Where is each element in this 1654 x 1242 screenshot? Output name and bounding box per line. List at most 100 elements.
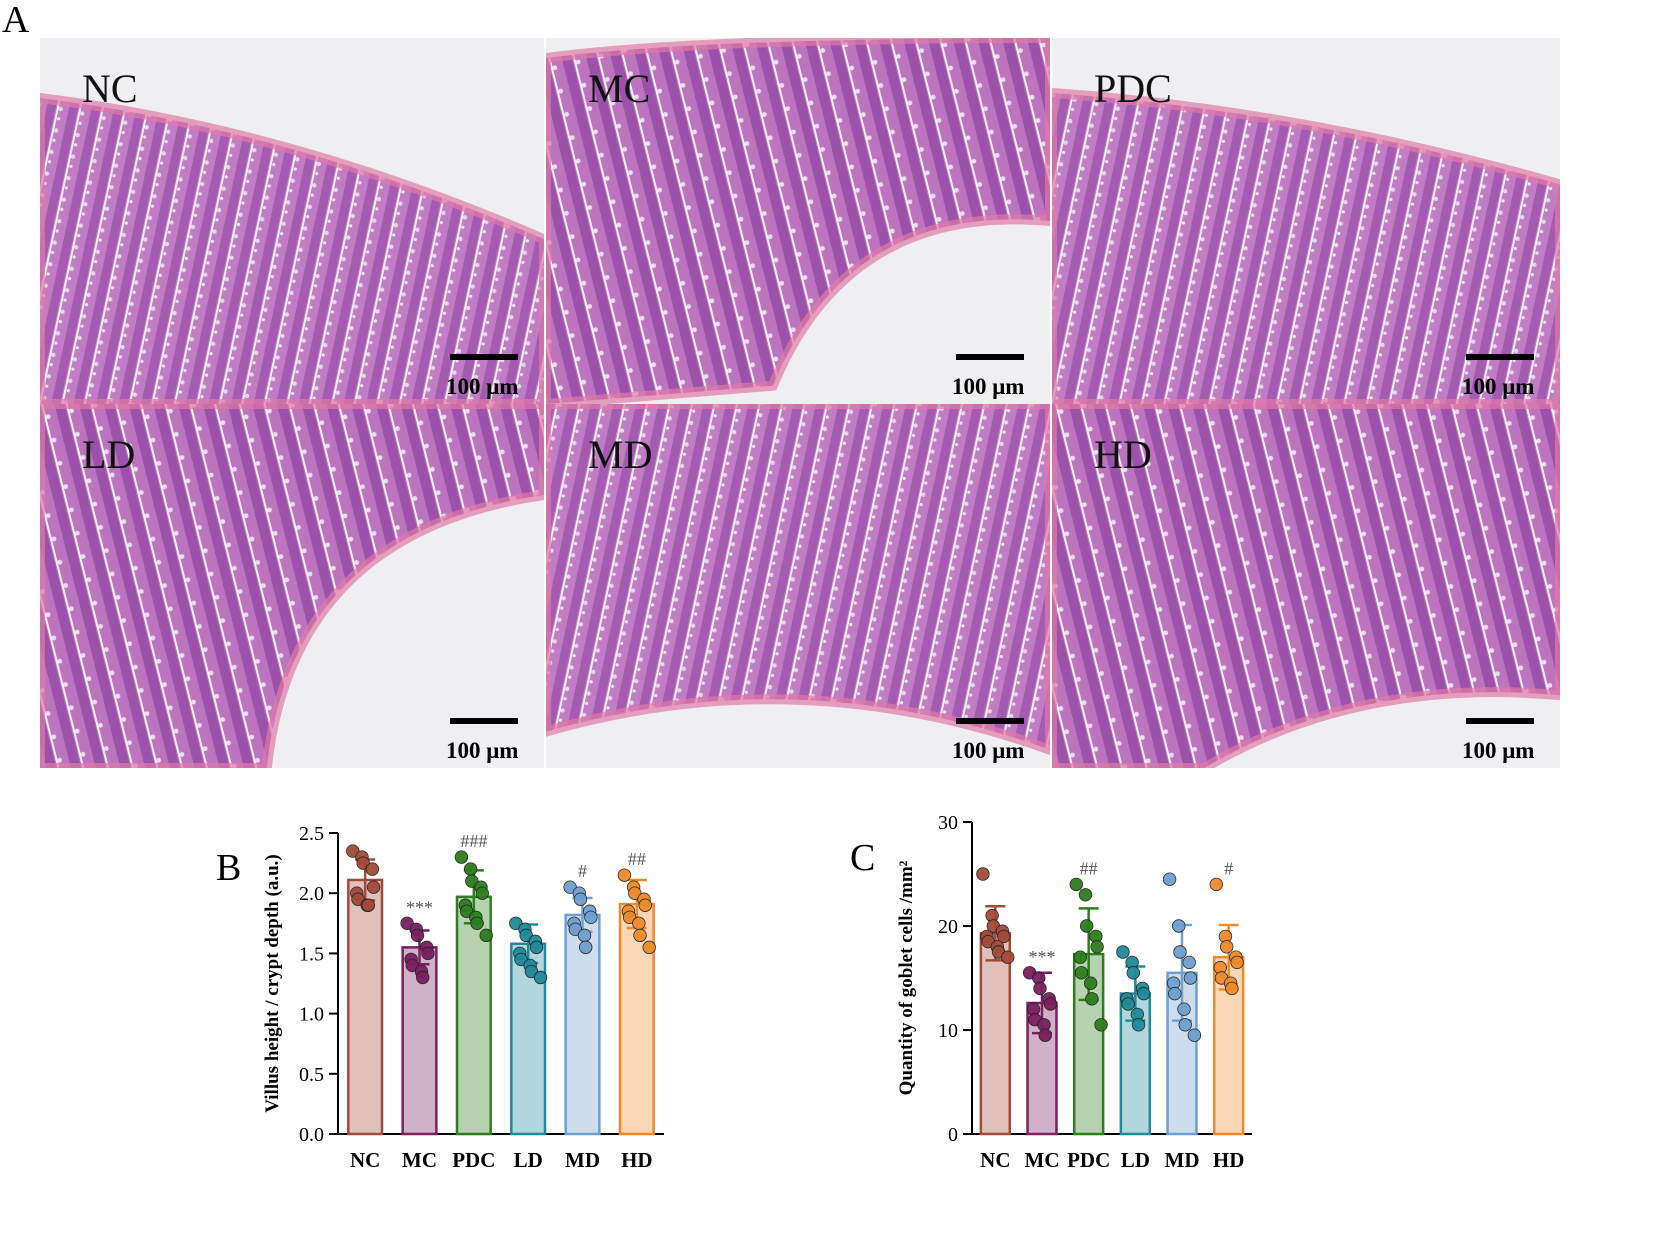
significance-mark: # [1224, 858, 1233, 878]
data-point [1177, 1002, 1191, 1016]
tissue-villi [1052, 404, 1560, 768]
micrograph-ld: LD 100 μm [40, 404, 544, 768]
tissue-muscularis [546, 404, 1050, 756]
data-point [1187, 1028, 1202, 1042]
scale-bar-label: 100 μm [446, 738, 518, 763]
data-point [421, 946, 435, 961]
y-tick-label: 30 [938, 812, 958, 834]
scale-bar [450, 354, 518, 360]
scale-bar [956, 354, 1024, 360]
micrograph-image [546, 404, 1050, 768]
x-tick-label: HD [621, 1148, 653, 1172]
significance-mark: *** [406, 897, 433, 917]
tissue-villi [546, 404, 1050, 750]
micrograph-image [40, 38, 544, 404]
data-point [463, 862, 478, 876]
tissue-muscularis [1052, 404, 1560, 768]
y-axis-title: Quantity of goblet cells /mm² [896, 860, 917, 1095]
y-tick-label: 2.0 [299, 883, 324, 905]
y-tick-label: 0.5 [299, 1064, 324, 1086]
micrograph-grid: NC 100 μm MC 100 μm PDC 100 μm LD 100 μm MD 100 μ… [40, 38, 1560, 768]
data-point [1033, 981, 1047, 996]
data-point [1225, 981, 1239, 996]
x-tick-label: MD [1165, 1148, 1200, 1172]
x-tick-label: MC [402, 1148, 437, 1172]
chart-villus-crypt-ratio: 0.0 0.5 1.0 1.5 2.0 2.5 Villus height / crypt … [262, 823, 664, 1172]
data-point [573, 892, 588, 906]
data-point [1178, 1018, 1192, 1032]
data-point [1162, 872, 1177, 886]
scale-bar [956, 718, 1024, 724]
x-tick-label: LD [514, 1148, 543, 1172]
data-point [1078, 888, 1093, 902]
data-point [1182, 955, 1196, 970]
micrograph-label: LD [82, 432, 135, 477]
data-point [1079, 919, 1094, 933]
significance-mark: *** [1029, 947, 1056, 967]
panel-label-a: A [2, 0, 30, 41]
data-point [632, 916, 646, 931]
y-tick-label: 20 [938, 916, 958, 938]
data-point [1085, 992, 1099, 1006]
data-point [1116, 945, 1130, 959]
micrograph-label: MC [588, 66, 650, 111]
data-point [1069, 877, 1083, 892]
data-point [365, 862, 380, 876]
scale-bar-label: 100 μm [952, 374, 1024, 399]
data-point [1230, 955, 1244, 970]
significance-mark: ## [1080, 858, 1098, 878]
data-point [1038, 1028, 1052, 1042]
data-point [997, 929, 1011, 944]
y-tick-label: 0.0 [299, 1124, 324, 1146]
y-axis-title: Villus height / crypt depth (a.u.) [262, 854, 283, 1112]
scale-bar-label: 100 μm [1462, 738, 1534, 763]
data-point [410, 928, 425, 943]
tissue-villi [1052, 92, 1560, 404]
data-point [1126, 966, 1141, 980]
y-tick-label: 2.5 [299, 823, 324, 845]
scale-bar [1466, 354, 1534, 360]
data-point [361, 898, 376, 912]
micrograph-label: HD [1094, 432, 1152, 477]
scale-bar-label: 100 μm [446, 374, 518, 399]
data-point [1001, 950, 1015, 964]
data-point [479, 928, 493, 943]
data-point [1173, 945, 1187, 959]
y-tick-label: 10 [938, 1020, 958, 1042]
data-point [638, 898, 652, 912]
x-tick-label: LD [1121, 1148, 1150, 1172]
x-tick-label: HD [1213, 1148, 1245, 1172]
tissue-muscularis [546, 38, 1050, 404]
tissue-villi [546, 38, 1050, 404]
significance-mark: ## [628, 849, 646, 869]
data-point [1219, 940, 1234, 954]
data-point [454, 850, 469, 864]
data-point [976, 867, 990, 881]
micrograph-pdc: PDC 100 μm [1052, 38, 1560, 404]
data-point [1094, 1018, 1108, 1032]
significance-mark: ### [460, 831, 487, 851]
significance-mark: # [578, 861, 587, 881]
x-tick-label: PDC [1067, 1148, 1110, 1172]
data-point [1183, 971, 1198, 985]
data-point [533, 970, 548, 985]
panel-label-b: B [216, 847, 241, 889]
data-point [1131, 1018, 1146, 1032]
x-tick-label: MD [565, 1148, 600, 1172]
scale-bar-label: 100 μm [952, 738, 1024, 763]
data-point [1083, 976, 1098, 990]
data-point [475, 886, 489, 900]
data-point [1073, 950, 1087, 964]
data-point [1137, 986, 1151, 1001]
data-point [470, 916, 484, 931]
data-point [1074, 966, 1089, 980]
data-point [366, 880, 381, 894]
micrograph-image [1052, 38, 1560, 404]
scale-bar [1466, 718, 1534, 724]
x-tick-label: PDC [452, 1148, 495, 1172]
data-point [1121, 997, 1135, 1011]
x-tick-label: MC [1025, 1148, 1060, 1172]
data-point [529, 940, 544, 955]
x-tick-label: NC [980, 1148, 1010, 1172]
